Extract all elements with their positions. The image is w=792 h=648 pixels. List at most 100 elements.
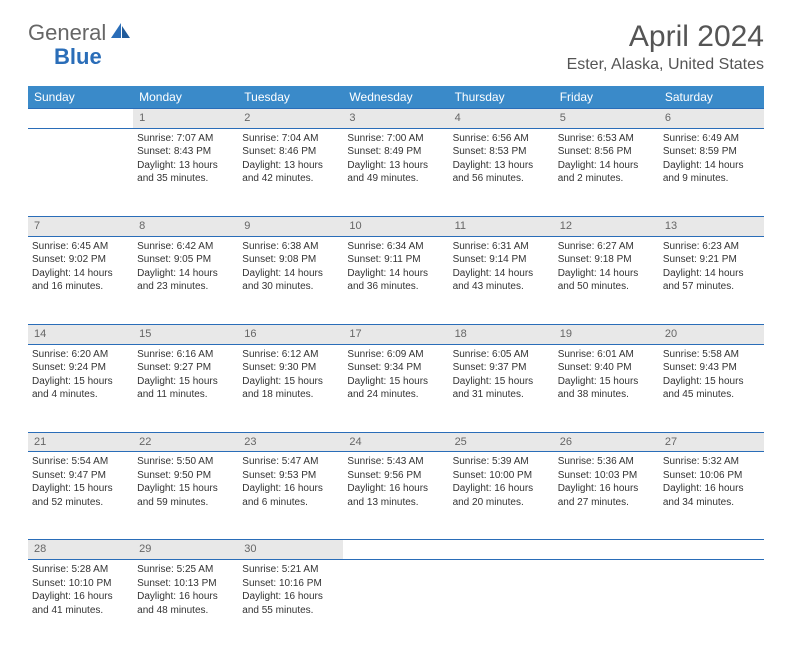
day-number: 19 xyxy=(554,324,659,344)
day-line: Sunset: 9:02 PM xyxy=(32,253,129,267)
location: Ester, Alaska, United States xyxy=(567,56,764,74)
day-line: Sunset: 8:59 PM xyxy=(663,145,760,159)
day-line: Sunset: 9:24 PM xyxy=(32,361,129,375)
day-cell: Sunrise: 6:01 AMSunset: 9:40 PMDaylight:… xyxy=(554,344,659,432)
day-line: Daylight: 13 hours xyxy=(242,159,339,173)
day-cell: Sunrise: 6:38 AMSunset: 9:08 PMDaylight:… xyxy=(238,236,343,324)
day-line: Sunset: 9:50 PM xyxy=(137,469,234,483)
day-line: Sunset: 9:56 PM xyxy=(347,469,444,483)
month-title: April 2024 xyxy=(567,20,764,54)
day-number: 16 xyxy=(238,324,343,344)
day-cell: Sunrise: 5:36 AMSunset: 10:03 PMDaylight… xyxy=(554,452,659,540)
day-line: Sunrise: 5:21 AM xyxy=(242,563,339,577)
day-number: 26 xyxy=(554,432,659,452)
day-number: 11 xyxy=(449,216,554,236)
day-line: Sunrise: 6:45 AM xyxy=(32,240,129,254)
day-line: Sunset: 10:13 PM xyxy=(137,577,234,591)
day-cell: Sunrise: 5:54 AMSunset: 9:47 PMDaylight:… xyxy=(28,452,133,540)
weekday-header: Thursday xyxy=(449,86,554,109)
day-line: Sunset: 10:16 PM xyxy=(242,577,339,591)
day-line: Sunset: 10:10 PM xyxy=(32,577,129,591)
day-line: Sunrise: 6:38 AM xyxy=(242,240,339,254)
day-number-row: 282930 xyxy=(28,540,764,560)
day-line: Daylight: 15 hours xyxy=(137,482,234,496)
day-line: Daylight: 15 hours xyxy=(347,375,444,389)
day-line: and 34 minutes. xyxy=(663,496,760,510)
day-cell: Sunrise: 6:31 AMSunset: 9:14 PMDaylight:… xyxy=(449,236,554,324)
day-number xyxy=(659,540,764,560)
day-line: and 42 minutes. xyxy=(242,172,339,186)
day-number xyxy=(28,109,133,129)
day-number: 20 xyxy=(659,324,764,344)
day-cell: Sunrise: 6:20 AMSunset: 9:24 PMDaylight:… xyxy=(28,344,133,432)
day-number-row: 123456 xyxy=(28,109,764,129)
day-cell: Sunrise: 7:07 AMSunset: 8:43 PMDaylight:… xyxy=(133,128,238,216)
day-number: 24 xyxy=(343,432,448,452)
day-line: Daylight: 15 hours xyxy=(558,375,655,389)
day-line: Sunrise: 5:39 AM xyxy=(453,455,550,469)
weekday-header: Wednesday xyxy=(343,86,448,109)
day-line: Sunrise: 5:28 AM xyxy=(32,563,129,577)
day-line: Sunrise: 6:49 AM xyxy=(663,132,760,146)
day-cell: Sunrise: 6:53 AMSunset: 8:56 PMDaylight:… xyxy=(554,128,659,216)
day-number: 8 xyxy=(133,216,238,236)
day-cell xyxy=(659,560,764,648)
day-number: 7 xyxy=(28,216,133,236)
day-line: Sunset: 9:21 PM xyxy=(663,253,760,267)
day-line: Sunset: 9:14 PM xyxy=(453,253,550,267)
day-line: Daylight: 16 hours xyxy=(453,482,550,496)
day-line: and 30 minutes. xyxy=(242,280,339,294)
day-content-row: Sunrise: 6:20 AMSunset: 9:24 PMDaylight:… xyxy=(28,344,764,432)
day-line: Sunset: 9:11 PM xyxy=(347,253,444,267)
day-line: Sunset: 9:30 PM xyxy=(242,361,339,375)
day-line: Daylight: 13 hours xyxy=(137,159,234,173)
day-line: Daylight: 14 hours xyxy=(242,267,339,281)
day-number: 9 xyxy=(238,216,343,236)
weekday-header: Saturday xyxy=(659,86,764,109)
day-line: Daylight: 16 hours xyxy=(347,482,444,496)
day-line: Sunrise: 6:16 AM xyxy=(137,348,234,362)
day-cell: Sunrise: 6:42 AMSunset: 9:05 PMDaylight:… xyxy=(133,236,238,324)
day-content-row: Sunrise: 7:07 AMSunset: 8:43 PMDaylight:… xyxy=(28,128,764,216)
day-cell: Sunrise: 5:21 AMSunset: 10:16 PMDaylight… xyxy=(238,560,343,648)
day-number: 25 xyxy=(449,432,554,452)
day-line: and 2 minutes. xyxy=(558,172,655,186)
day-number: 21 xyxy=(28,432,133,452)
calendar-table: SundayMondayTuesdayWednesdayThursdayFrid… xyxy=(28,86,764,648)
day-content-row: Sunrise: 5:54 AMSunset: 9:47 PMDaylight:… xyxy=(28,452,764,540)
weekday-header: Friday xyxy=(554,86,659,109)
day-line: Daylight: 16 hours xyxy=(32,590,129,604)
day-line: Sunrise: 6:05 AM xyxy=(453,348,550,362)
day-number-row: 14151617181920 xyxy=(28,324,764,344)
day-line: and 36 minutes. xyxy=(347,280,444,294)
day-content-row: Sunrise: 5:28 AMSunset: 10:10 PMDaylight… xyxy=(28,560,764,648)
day-cell: Sunrise: 6:27 AMSunset: 9:18 PMDaylight:… xyxy=(554,236,659,324)
day-line: Sunrise: 5:36 AM xyxy=(558,455,655,469)
day-cell: Sunrise: 6:05 AMSunset: 9:37 PMDaylight:… xyxy=(449,344,554,432)
day-line: Daylight: 16 hours xyxy=(558,482,655,496)
weekday-header: Monday xyxy=(133,86,238,109)
day-number: 13 xyxy=(659,216,764,236)
day-cell xyxy=(449,560,554,648)
day-line: and 38 minutes. xyxy=(558,388,655,402)
weekday-header: Tuesday xyxy=(238,86,343,109)
day-line: Sunrise: 5:47 AM xyxy=(242,455,339,469)
day-line: and 35 minutes. xyxy=(137,172,234,186)
day-cell: Sunrise: 6:56 AMSunset: 8:53 PMDaylight:… xyxy=(449,128,554,216)
day-line: Sunrise: 5:43 AM xyxy=(347,455,444,469)
day-line: and 23 minutes. xyxy=(137,280,234,294)
day-line: Daylight: 14 hours xyxy=(32,267,129,281)
day-line: Sunrise: 7:04 AM xyxy=(242,132,339,146)
day-number: 18 xyxy=(449,324,554,344)
day-number: 17 xyxy=(343,324,448,344)
day-cell xyxy=(554,560,659,648)
day-line: Daylight: 14 hours xyxy=(137,267,234,281)
day-cell: Sunrise: 5:50 AMSunset: 9:50 PMDaylight:… xyxy=(133,452,238,540)
day-number xyxy=(449,540,554,560)
day-line: and 4 minutes. xyxy=(32,388,129,402)
day-number: 28 xyxy=(28,540,133,560)
day-line: Sunset: 8:46 PM xyxy=(242,145,339,159)
day-line: and 57 minutes. xyxy=(663,280,760,294)
day-line: Sunset: 8:43 PM xyxy=(137,145,234,159)
day-line: Daylight: 15 hours xyxy=(137,375,234,389)
